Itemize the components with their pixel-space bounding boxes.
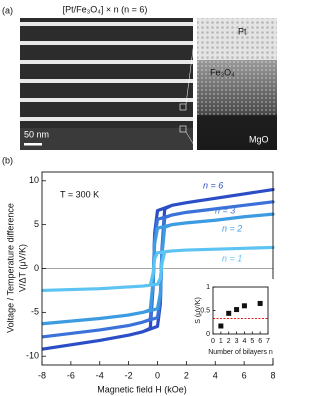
x-tick-label: 0 [155,370,160,380]
data-point [241,303,247,309]
y-axis-label: S (μV/K) [195,297,202,324]
panel-label: (b) [2,155,13,165]
series-label: n = 2 [222,223,242,233]
hr-image [197,18,277,150]
data-point [218,323,224,329]
tem-image [20,17,198,151]
x-tick-label: -6 [67,370,75,380]
y-tick-label: 5 [34,219,39,229]
x-tick-label: 2 [184,370,189,380]
inset-plot: Number of bilayers nS (μV/K)0 1 2 3 4 5 6 700.5… [193,279,274,358]
x-tick-label: 0 [211,338,215,345]
x-tick-label: 5 [250,338,254,345]
panel-label: (a) [2,5,13,15]
data-point [257,300,263,306]
layer-label: Fe₃O₄ [210,67,235,77]
y-axis-label: Voltage / Temperature difference [5,203,15,333]
y-tick-label: 10 [29,175,39,185]
series-label: n = 3 [215,205,235,215]
x-tick-label: 3 [235,338,239,345]
x-axis-label: Number of bilayers n [208,349,273,356]
x-axis-label: Magnetic field H (kOe) [97,384,187,394]
x-tick-label: 6 [258,338,262,345]
y-tick-label: 1 [206,284,210,291]
main-plot: n = 6 n = 3 n = 2 n = 1 -8 -6 -4 -2 0 2 4 6 8 -10 -5 0 5… [26,171,276,380]
data-point [226,310,232,316]
scale-bar-label: 50 nm [24,129,49,139]
x-tick-label: -2 [125,370,133,380]
x-tick-label: -8 [38,370,46,380]
x-tick-label: 6 [242,370,247,380]
layer-label: Pt [238,26,247,36]
x-tick-label: -4 [96,370,104,380]
y-axis-label: V/ΔT (μV/K) [17,244,27,292]
panel-title: [Pt/Fe₃O₄] × n (n = 6) [63,4,148,14]
x-tick-label: 8 [270,370,275,380]
y-tick-label: 0 [34,263,39,273]
series-label: n = 6 [203,180,223,190]
layer-label: MgO [249,134,269,144]
y-tick-label: -5 [31,307,39,317]
y-tick-label: 0 [206,331,210,338]
figure: (a) [Pt/Fe₃O₄] × n (n = 6) 50 nm Pt Fe₃O… [2,4,277,394]
data-point [234,307,240,313]
y-tick-label: -10 [26,351,39,361]
x-tick-label: 7 [266,338,270,345]
x-tick-label: 2 [227,338,231,345]
annotation: T = 300 K [60,189,99,199]
y-tick-label: 0.5 [200,307,210,314]
x-tick-label: 4 [242,338,246,345]
inset-background [193,279,274,358]
x-tick-label: 1 [219,338,223,345]
x-tick-label: 4 [213,370,218,380]
series-label: n = 1 [222,253,242,263]
